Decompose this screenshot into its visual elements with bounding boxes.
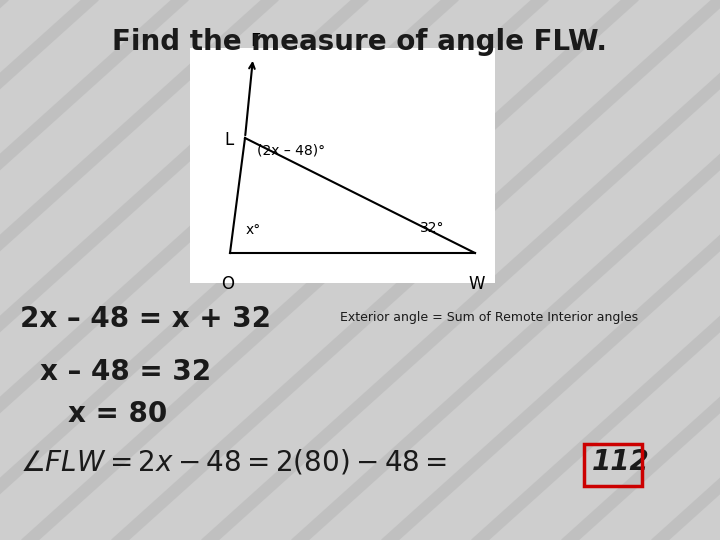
Text: F: F	[250, 32, 260, 50]
FancyBboxPatch shape	[190, 48, 495, 283]
Text: L: L	[225, 131, 233, 149]
Text: O: O	[222, 275, 235, 293]
Text: x = 80: x = 80	[68, 400, 167, 428]
Text: Find the measure of angle FLW.: Find the measure of angle FLW.	[112, 28, 608, 56]
Text: Exterior angle = Sum of Remote Interior angles: Exterior angle = Sum of Remote Interior …	[340, 311, 638, 324]
Text: $\angle FLW = 2x - 48 = 2(80) - 48 = $: $\angle FLW = 2x - 48 = 2(80) - 48 = $	[20, 448, 447, 477]
Text: 2x – 48 = x + 32: 2x – 48 = x + 32	[20, 305, 271, 333]
Text: x°: x°	[246, 223, 261, 237]
Text: 112: 112	[592, 448, 649, 476]
Text: x – 48 = 32: x – 48 = 32	[40, 358, 211, 386]
Text: 32°: 32°	[420, 221, 444, 235]
Text: (2x – 48)°: (2x – 48)°	[257, 144, 325, 158]
Text: W: W	[469, 275, 485, 293]
